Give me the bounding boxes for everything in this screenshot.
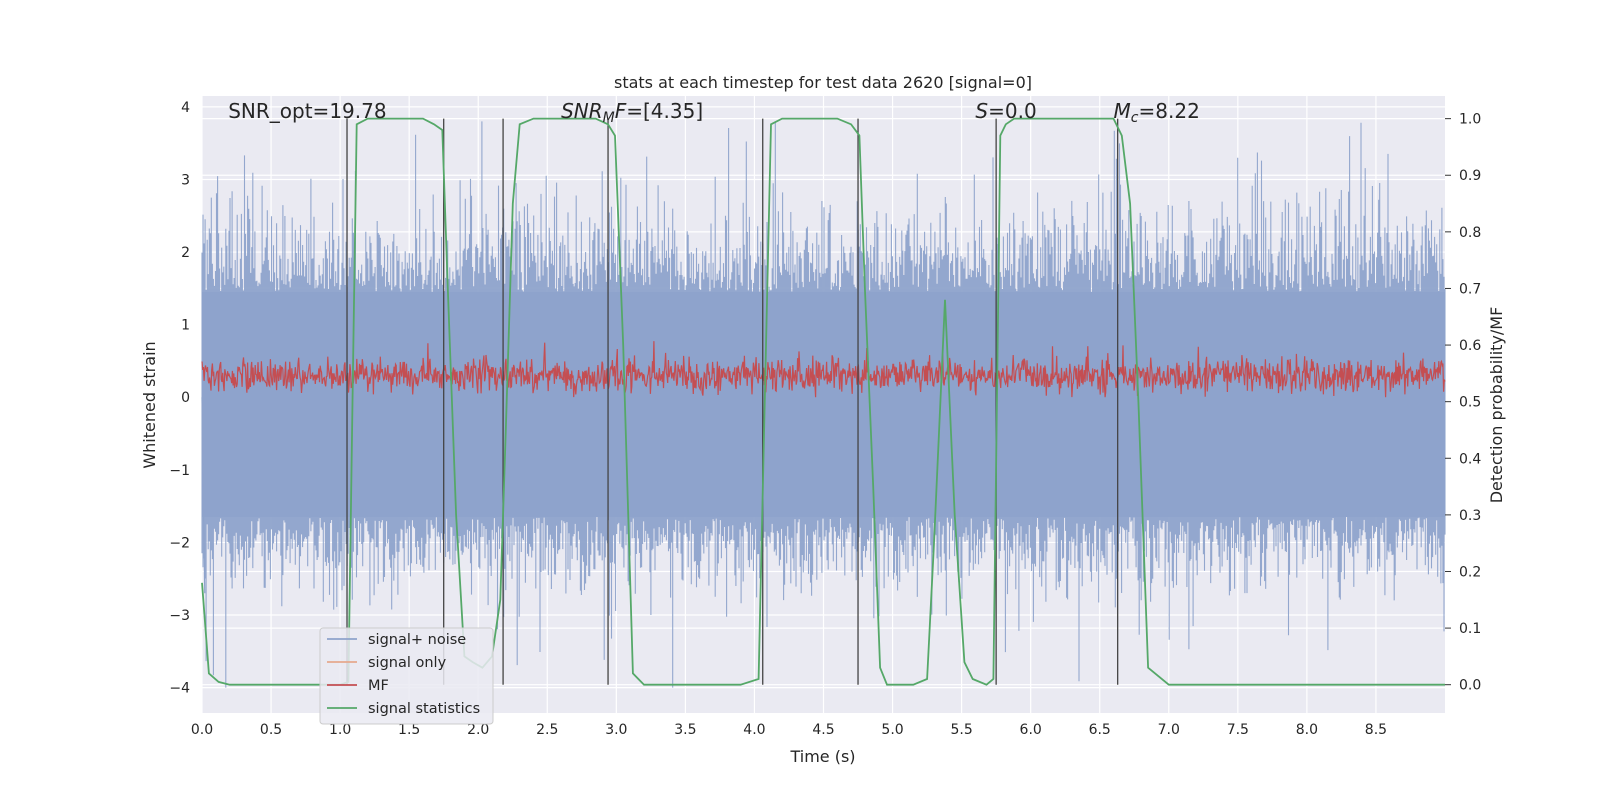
x-tick-label: 3.5	[674, 722, 696, 738]
legend: signal+ noise signal only MF signal stat…	[319, 627, 494, 725]
chart-title: stats at each timestep for test data 262…	[614, 73, 1032, 92]
x-tick-label: 2.0	[467, 722, 489, 738]
y2-tick-label: 0.9	[1459, 168, 1481, 184]
x-tick-label: 8.5	[1365, 722, 1387, 738]
x-tick-label: 4.5	[812, 722, 834, 738]
y2-tick-label: 0.5	[1459, 395, 1481, 411]
annotation-s-value: S=0.0	[975, 99, 1036, 123]
y-tick-label: −1	[169, 463, 190, 479]
x-tick-label: 0.5	[260, 722, 282, 738]
y2-tick-label: 0.7	[1459, 281, 1481, 297]
x-tick-label: 6.5	[1089, 722, 1111, 738]
y-tick-label: 4	[181, 100, 190, 116]
y2-tick-label: 0.3	[1459, 508, 1481, 524]
x-tick-label: 0.0	[191, 722, 213, 738]
mf-line	[201, 341, 1446, 398]
signal-noise-start-spike	[201, 397, 206, 594]
legend-label-signal-only: signal only	[368, 655, 447, 671]
y2-axis-label: Detection probability/MF	[1487, 307, 1506, 504]
signal-noise-series	[201, 121, 1446, 688]
x-tick-label: 7.5	[1227, 722, 1249, 738]
y-tick-label: 1	[181, 318, 190, 334]
y-axis-label: Whitened strain	[140, 341, 159, 468]
signal-statistics-series	[201, 117, 1445, 686]
y2-tick-label: 0.0	[1459, 678, 1481, 694]
x-tick-label: 8.0	[1296, 722, 1318, 738]
y-tick-label: −2	[169, 535, 190, 551]
annotation-snr-opt: SNR_opt=19.78	[228, 99, 386, 123]
y-tick-label: 2	[181, 245, 190, 261]
annotation-snr-mf: SNRMF=[4.35]	[561, 99, 703, 126]
x-tick-label: 1.5	[398, 722, 420, 738]
annotation-layer: SNR_opt=19.78 SNRMF=[4.35] S=0.0 Mc=8.22	[228, 99, 1200, 126]
signal-statistics-line	[201, 117, 1445, 686]
legend-label-signal-statistics: signal statistics	[368, 701, 480, 717]
legend-box	[319, 627, 494, 725]
x-tick-label: 5.5	[950, 722, 972, 738]
y2-tick-label: 1.0	[1459, 112, 1481, 128]
legend-label-mf: MF	[368, 678, 389, 694]
x-tick-label: 7.0	[1158, 722, 1180, 738]
annotation-mc-value: Mc=8.22	[1114, 99, 1200, 126]
x-tick-label: 2.5	[536, 722, 558, 738]
mf-series	[201, 341, 1446, 398]
y2-tick-label: 0.6	[1459, 338, 1481, 354]
vline-layer	[346, 118, 1119, 685]
y2-tick-label: 0.1	[1459, 621, 1481, 637]
y2-tick-label: 0.8	[1459, 225, 1481, 241]
y-tick-label: 3	[181, 172, 190, 188]
x-axis-label: Time (s)	[789, 747, 855, 766]
y-tick-label: 0	[181, 390, 190, 406]
x-tick-label: 4.0	[743, 722, 765, 738]
x-tick-label: 6.0	[1020, 722, 1042, 738]
x-tick-label: 3.0	[605, 722, 627, 738]
axes-layer: 0.0 0.5 1.0 1.5 2.0 2.5 3.0 3.5 4.0 4.5 5.0 5.5 6.0 6…	[169, 100, 1481, 738]
y-tick-label: −3	[169, 608, 190, 624]
x-tick-label: 1.0	[329, 722, 351, 738]
legend-label-signal-noise: signal+ noise	[368, 632, 466, 648]
y2-tick-label: 0.2	[1459, 564, 1481, 580]
y-tick-label: −4	[169, 681, 190, 697]
x-tick-label: 5.0	[881, 722, 903, 738]
y2-tick-label: 0.4	[1459, 451, 1481, 467]
